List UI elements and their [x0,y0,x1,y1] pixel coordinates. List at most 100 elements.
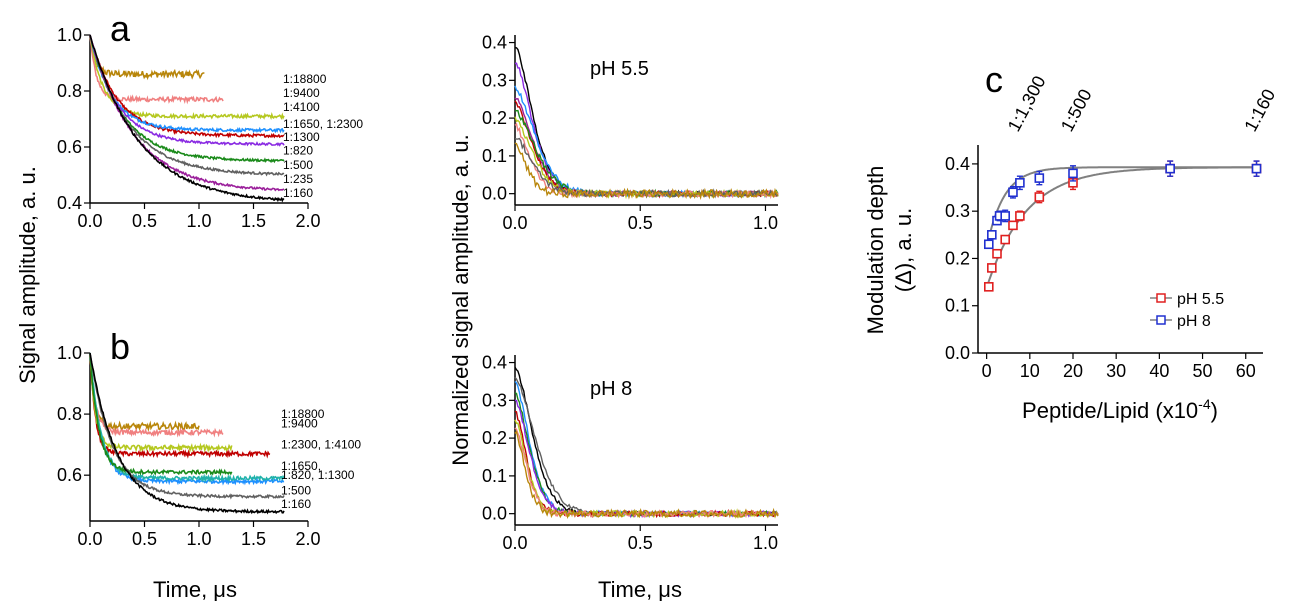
panel-c-point-1 [1015,178,1025,188]
panel-c-y-tick-label: 0.3 [945,201,970,221]
panel-a-letter: a [110,8,131,49]
panel-a-y-tick-label: 0.4 [57,193,82,213]
panel-b-letter: b [110,326,130,367]
panel-b-series-2 [89,352,271,459]
panel-b-x-tick-label: 1.5 [241,529,266,549]
panel-c-fit-1 [985,166,1257,248]
panel-mid-bottom-series-4 [514,399,779,519]
panel-mid-top-x-tick-label: 0.5 [628,213,653,233]
panel-c-point-1 [1251,163,1262,174]
panel-ph55: 0.0 0.5 1.0 0.0 0.1 0.2 0.3 0.4 pH 5.5 [482,33,779,233]
panel-b-ratio-label: 1:160 [281,497,311,511]
panel-mid-bottom-y-tick-label: 0.4 [482,353,507,373]
panel-mid-top-y-tick-label: 0.1 [482,146,507,166]
panel-c-point-1 [1008,187,1018,198]
panel-c-point-0 [987,263,997,273]
panel-c-point-0 [983,282,994,292]
panel-c-point-0 [1008,220,1018,231]
panel-a-x-tick-label: 1.5 [241,211,266,231]
panel-b-x-tick-label: 1.0 [186,529,211,549]
panel-mid-bottom-x-tick-label: 0.0 [502,533,527,553]
panel-c-x-tick-label: 10 [1020,361,1040,381]
panel-a-x-tick-label: 1.0 [186,211,211,231]
panel-a-series-3 [89,34,285,139]
panel-mid-bottom-series-7 [514,427,779,519]
panel-mid-top-y-tick-label: 0.0 [482,184,507,204]
panel-c-x-tick-label: 50 [1193,361,1213,381]
panel-b-x-tick-label: 2.0 [295,529,320,549]
panel-b-series-3 [89,352,233,453]
panel-mid-top-x-tick-label: 1.0 [753,213,778,233]
panel-b-ratio-label: 1:820, 1:1300 [281,468,355,482]
panel-a-ratio-label: 1:1300 [283,130,320,144]
panel-b-y-tick-label: 1.0 [57,343,82,363]
panel-mid-top-series-3 [514,97,779,199]
panel-b-x-tick-label: 0.0 [77,529,102,549]
panel-c-x-tick-label: 60 [1236,361,1256,381]
panel-a-ratio-label: 1:18800 [283,72,327,86]
panel-c-point-1 [983,239,994,250]
panel-mid-top-series-8 [514,137,778,199]
panel-c-x-tick-label: 0 [982,361,992,381]
panel-a-ratio-label: 1:500 [283,158,313,172]
panel-a-series-8 [89,34,285,192]
panel-mid-bottom-title: pH 8 [590,378,632,400]
panel-c: 0 10 20 30 40 50 60 0.0 0.1 0.2 0.3 0.4 1:1,300 1:500… [863,59,1279,423]
panel-c-ylabel-2: (Δ), a. u. [891,208,916,292]
ylabel-signal-amplitude: Signal amplitude, a. u. [15,166,40,384]
panel-a-y-tick-label: 0.8 [57,81,82,101]
panel-mid-bottom-series-1 [514,376,779,518]
panel-c-x-tick-label: 40 [1149,361,1169,381]
panel-ph8: 0.0 0.5 1.0 0.0 0.1 0.2 0.3 0.4 pH 8 [482,353,779,553]
panel-c-point-0 [1015,211,1025,221]
panel-a-y-tick-label: 1.0 [57,25,82,45]
panel-mid-top-series-9 [514,142,779,201]
panel-c-point-1 [1034,173,1045,183]
panel-c-point-1 [987,230,997,240]
panel-mid-bottom-x-tick-label: 1.0 [753,533,778,553]
panel-a-y-tick-label: 0.6 [57,137,82,157]
panel-a-series-5 [89,34,285,147]
panel-mid-bottom-series-0 [514,366,779,517]
panel-a-series-9 [89,34,285,203]
panel-a-ratio-label: 1:4100 [283,100,320,114]
panel-b-series-1 [89,352,224,438]
panel-a-ratio-label: 1:9400 [283,86,320,100]
panel-c-legend-marker [1156,315,1166,325]
panel-c-xlabel: Peptide/Lipid (x10-4) [1022,396,1218,423]
panel-c-point-1 [1068,168,1078,179]
panel-c-ylabel: Modulation depth [863,166,888,335]
panel-mid-bottom-series-8 [514,430,779,520]
panel-c-fit-0 [985,166,1257,289]
panel-a-series-4 [89,34,285,134]
panel-mid-top-series-2 [514,85,779,199]
panel-b-series-8 [89,352,285,515]
panel-c-y-tick-label: 0.4 [945,154,970,174]
panel-c-point-1 [1165,163,1175,174]
panel-c-y-tick-label: 0.2 [945,248,970,268]
xlabel-time-mid: Time, μs [598,577,682,602]
panel-c-legend-label: pH 5.5 [1177,291,1224,308]
panel-b-ratio-label: 1:9400 [281,416,318,430]
panel-b-ratio-label: 1:500 [281,483,311,497]
panel-a-ratio-label: 1:1650, 1:2300 [283,117,363,131]
panel-c-annotation: 1:500 [1057,86,1096,135]
panel-a-x-tick-label: 2.0 [295,211,320,231]
panel-c-y-tick-label: 0.0 [945,343,970,363]
xlabel-time-left: Time, μs [153,577,237,602]
panel-mid-bottom-x-tick-label: 0.5 [628,533,653,553]
panel-c-point-1 [1000,211,1011,221]
ylabel-normalized-signal: Normalized signal amplitude, a. u. [448,134,473,465]
panel-a-x-tick-label: 0.5 [132,211,157,231]
panel-mid-top-y-tick-label: 0.4 [482,33,507,53]
panel-c-y-tick-label: 0.1 [945,296,970,316]
panel-b-series-6 [89,352,233,477]
panel-c-annotation: 1:1,300 [1004,72,1050,134]
panel-mid-top-title: pH 5.5 [590,58,649,80]
panel-mid-bottom-series-5 [514,410,779,519]
panel-mid-top-x-tick-label: 0.0 [502,213,527,233]
panel-mid-top-y-tick-label: 0.2 [482,108,507,128]
panel-c-point-0 [992,248,1002,259]
panel-b-y-tick-label: 0.6 [57,465,82,485]
